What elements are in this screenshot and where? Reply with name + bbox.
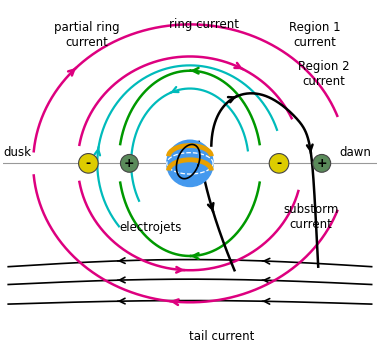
Text: Region 2
current: Region 2 current <box>298 60 349 88</box>
Circle shape <box>313 155 331 172</box>
Text: -: - <box>86 157 91 170</box>
Circle shape <box>78 154 98 173</box>
Circle shape <box>121 155 138 172</box>
Text: dusk: dusk <box>3 146 31 159</box>
Text: +: + <box>316 157 327 170</box>
Text: +: + <box>124 157 135 170</box>
Text: ring current: ring current <box>169 18 239 31</box>
Text: tail current: tail current <box>189 330 255 343</box>
Text: -: - <box>276 157 282 170</box>
Text: partial ring
current: partial ring current <box>54 21 120 49</box>
Circle shape <box>167 140 213 186</box>
Text: Region 1
current: Region 1 current <box>289 21 340 49</box>
Circle shape <box>269 154 289 173</box>
Text: electrojets: electrojets <box>120 221 182 234</box>
Text: dawn: dawn <box>340 146 372 159</box>
Text: substorm
current: substorm current <box>284 203 339 231</box>
